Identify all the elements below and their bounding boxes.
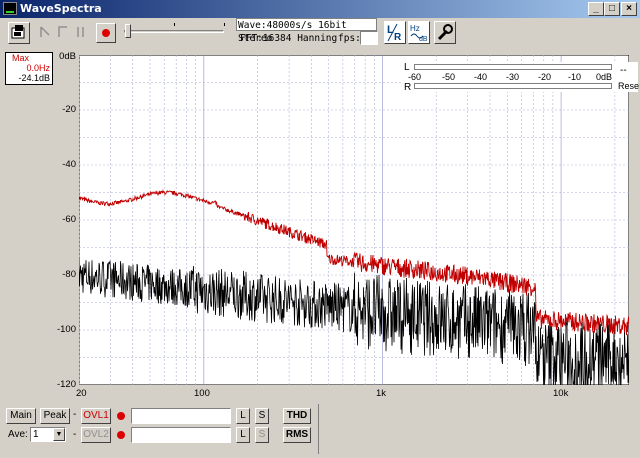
chevron-down-icon[interactable]: ▼ (53, 428, 65, 441)
hz-settings-icon: Hz dB (410, 24, 428, 43)
seek-slider[interactable] (124, 24, 224, 38)
fps-value (360, 31, 378, 45)
max-readout: Max 0.0Hz -24.1dB (5, 52, 53, 85)
ovl1-button[interactable]: OVL1 (81, 408, 111, 424)
average-select[interactable]: 1 ▼ (30, 427, 66, 442)
max-label: Max (12, 53, 30, 63)
play-button[interactable] (56, 24, 70, 40)
frequency-settings-button[interactable]: Hz dB (408, 21, 430, 44)
level-bar-right (414, 83, 612, 89)
ovl2-button[interactable]: OVL2 (81, 427, 111, 443)
level-meter-l-label: L (404, 62, 410, 73)
fft-info-display: FFT:16384 Hanning (240, 33, 338, 44)
level-bar-left (414, 64, 612, 70)
slider-tick (174, 23, 175, 26)
x-tick-label: 100 (194, 388, 210, 399)
pause-icon (77, 27, 84, 37)
maximize-button[interactable]: □ (604, 2, 620, 16)
thd-button[interactable]: THD (283, 408, 311, 424)
window-title: WaveSpectra (20, 2, 102, 15)
reset-button[interactable]: Rese (618, 81, 640, 91)
y-tick-label: -80 (62, 269, 76, 280)
ovl2-left-button[interactable]: L (236, 427, 250, 443)
level-meter: L -- -60 -50 -40 -30 -20 -10 0dB R Rese (402, 62, 640, 93)
level-scale-tick: -30 (506, 72, 520, 82)
seek-slider-thumb[interactable] (125, 24, 131, 38)
open-file-button[interactable] (8, 22, 30, 44)
slider-tick (224, 23, 225, 26)
separator-dash: - (73, 409, 77, 420)
average-label: Ave: (8, 429, 28, 440)
wave-format-display: Wave:48000s/s 16bit Stereo (236, 18, 377, 44)
level-meter-r-label: R (404, 82, 412, 93)
y-tick-label: -60 (62, 214, 76, 225)
close-button[interactable]: × (621, 2, 637, 16)
channel-lr-icon: L R (387, 23, 402, 43)
record-icon (102, 29, 110, 37)
main-button[interactable]: Main (6, 408, 36, 424)
max-frequency: 0.0Hz (26, 63, 50, 73)
level-scale-tick: -50 (442, 72, 456, 82)
red-spectrum-trace (79, 188, 629, 336)
tools-settings-button[interactable] (434, 21, 456, 44)
y-tick-label: -20 (62, 104, 76, 115)
max-level: -24.1dB (18, 73, 50, 83)
svg-text:R: R (394, 32, 402, 43)
average-select-value: 1 (33, 429, 39, 440)
toolbar: Wave:48000s/s 16bit Stereo FFT:16384 Han… (0, 18, 640, 48)
svg-text:L: L (387, 24, 394, 36)
pause-button[interactable] (74, 24, 88, 40)
peak-button[interactable]: Peak (40, 408, 70, 424)
svg-text:dB: dB (419, 36, 428, 43)
svg-text:Hz: Hz (410, 24, 420, 33)
spectrum-plot[interactable] (79, 55, 629, 385)
minimize-button[interactable]: _ (588, 2, 604, 16)
x-tick-label: 1k (376, 388, 387, 399)
level-scale-tick: 0dB (596, 72, 613, 82)
bottom-panel: Main Peak - OVL1 L S THD Ave: 1 ▼ - OVL2… (0, 404, 640, 458)
ovl1-left-button[interactable]: L (236, 408, 250, 424)
y-tick-label: 0dB (59, 51, 76, 62)
ovl1-record-icon[interactable] (117, 412, 125, 420)
open-file-icon (11, 25, 25, 39)
title-bar[interactable]: WaveSpectra _ □ × (0, 0, 640, 18)
separator-dash: - (73, 429, 77, 440)
x-tick-label: 10k (553, 388, 569, 399)
play-icon (58, 26, 67, 37)
level-scale-tick: -20 (538, 72, 552, 82)
play-start-button[interactable] (38, 24, 52, 40)
play-start-icon (40, 26, 50, 37)
black-spectrum-trace (79, 258, 629, 385)
ovl2-name-field[interactable] (131, 427, 231, 443)
panel-divider (318, 404, 319, 454)
ovl2-record-icon[interactable] (117, 431, 125, 439)
level-scale-tick: -40 (474, 72, 488, 82)
y-tick-label: -100 (56, 324, 76, 335)
y-tick-label: -120 (56, 379, 76, 390)
ovl1-save-button[interactable]: S (255, 408, 269, 424)
channel-lr-button[interactable]: L R (384, 21, 406, 44)
ovl2-save-button[interactable]: S (255, 427, 269, 443)
y-tick-label: -40 (62, 159, 76, 170)
level-scale-tick: -10 (568, 72, 582, 82)
x-tick-label: 20 (76, 388, 87, 399)
wrench-icon (437, 24, 453, 41)
app-icon (3, 2, 17, 15)
fps-label: fps: (338, 33, 361, 44)
record-button[interactable] (96, 23, 116, 43)
level-scale-tick: -60 (408, 72, 422, 82)
ovl1-name-field[interactable] (131, 408, 231, 424)
level-meter-extra: -- (620, 65, 627, 76)
rms-button[interactable]: RMS (283, 427, 311, 443)
